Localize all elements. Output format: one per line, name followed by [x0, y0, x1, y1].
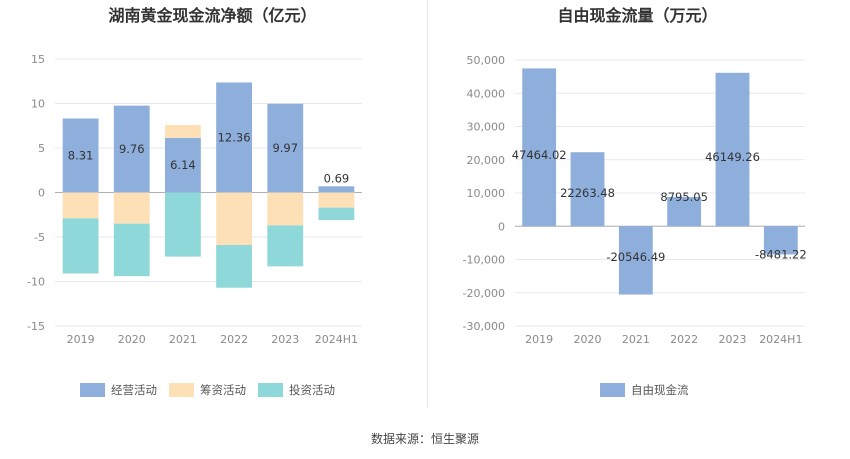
- x-tick-label: 2024H1: [759, 333, 802, 346]
- legend-label: 经营活动: [111, 383, 157, 397]
- bar-投资活动-2024H1: [318, 207, 355, 221]
- bar-投资活动-2019: [62, 218, 99, 274]
- bar-自由现金流-2022: [667, 197, 702, 227]
- y-tick-label: 5: [38, 142, 45, 155]
- data-label-2023: 46149.26: [705, 150, 760, 164]
- x-tick-label: 2020: [118, 333, 146, 346]
- bar-经营活动-2020: [113, 105, 150, 193]
- y-tick-label: -5: [34, 231, 45, 244]
- y-tick-label: -15: [27, 320, 45, 333]
- data-label-2024H1: 0.69: [324, 171, 350, 185]
- data-label-2021: -20546.49: [606, 250, 665, 264]
- y-tick-label: -10: [27, 276, 45, 289]
- x-tick-label: 2022: [220, 333, 248, 346]
- bar-投资活动-2022: [216, 245, 252, 288]
- data-label-2022: 8795.05: [660, 190, 708, 204]
- bar-经营活动-2023: [267, 103, 304, 193]
- right-legend: 自由现金流: [600, 382, 701, 398]
- bar-经营活动-2019: [62, 118, 99, 193]
- x-tick-label: 2022: [670, 333, 698, 346]
- bar-投资活动-2023: [267, 225, 304, 267]
- legend-swatch: [258, 383, 283, 397]
- bar-筹资活动-2023: [267, 192, 304, 226]
- y-tick-label: 40,000: [467, 87, 506, 100]
- bar-筹资活动-2024H1: [318, 192, 355, 208]
- x-tick-label: 2023: [719, 333, 747, 346]
- legend-item[interactable]: 筹资活动: [169, 382, 246, 398]
- bar-自由现金流-2023: [715, 72, 750, 227]
- legend-label: 投资活动: [289, 383, 335, 397]
- bar-自由现金流-2019: [522, 68, 557, 227]
- bar-自由现金流-2024H1: [763, 226, 798, 255]
- left-chart-title: 湖南黄金现金流净额（亿元）: [108, 6, 317, 25]
- y-tick-label: -20,000: [463, 287, 505, 300]
- free-cashflow-chart: 50,000 40,000 30,000 20,000 10,000 0 -10,000 -2…: [463, 54, 807, 346]
- x-tick-label: 2024H1: [315, 333, 358, 346]
- y-tick-label: -30,000: [463, 320, 505, 333]
- data-label-2024H1: -8481.22: [755, 247, 807, 261]
- bar-筹资活动-2021: [165, 124, 201, 138]
- y-tick-label: -10,000: [463, 254, 505, 267]
- data-label-2020: 22263.48: [560, 186, 615, 200]
- data-label-2019: 47464.02: [512, 148, 567, 162]
- bar-投资活动-2021: [165, 192, 201, 257]
- x-tick-label: 2019: [525, 333, 553, 346]
- y-tick-label: 10: [31, 98, 45, 111]
- y-tick-label: 30,000: [467, 121, 506, 134]
- x-tick-label: 2021: [169, 333, 197, 346]
- y-tick-label: 20,000: [467, 154, 506, 167]
- legend-swatch: [600, 383, 625, 397]
- data-label-2023: 9.97: [272, 141, 298, 155]
- legend-item[interactable]: 投资活动: [258, 382, 335, 398]
- right-chart-title: 自由现金流量（万元）: [557, 6, 718, 25]
- bar-经营活动-2024H1: [318, 186, 355, 193]
- legend-swatch: [80, 383, 105, 397]
- chart-divider: [427, 0, 428, 408]
- bar-经营活动-2022: [216, 82, 252, 193]
- data-label-2021: 6.14: [170, 158, 196, 172]
- data-source-note: 数据来源：恒生聚源: [370, 432, 479, 446]
- y-tick-label: 0: [38, 187, 45, 200]
- bar-自由现金流-2020: [570, 152, 605, 227]
- y-tick-label: 50,000: [467, 54, 506, 67]
- x-tick-label: 2021: [622, 333, 650, 346]
- left-legend: 经营活动 筹资活动 投资活动: [80, 382, 347, 398]
- data-label-2022: 12.36: [218, 130, 251, 144]
- bar-筹资活动-2022: [216, 192, 252, 246]
- y-tick-label: 0: [498, 220, 505, 233]
- y-tick-label: 10,000: [467, 187, 506, 200]
- data-label-2020: 9.76: [119, 142, 145, 156]
- legend-label: 筹资活动: [200, 383, 246, 397]
- bar-筹资活动-2019: [62, 192, 99, 219]
- x-tick-label: 2019: [67, 333, 95, 346]
- legend-item[interactable]: 经营活动: [80, 382, 157, 398]
- cashflow-net-chart: 15 10 5 0 -5 -10 -15 2019 8.31 2020 9.76 2021 6.14 20…: [27, 53, 362, 346]
- data-label-2019: 8.31: [68, 149, 94, 163]
- bar-自由现金流-2021: [618, 226, 653, 295]
- bar-筹资活动-2020: [113, 192, 150, 224]
- legend-label: 自由现金流: [631, 383, 689, 397]
- bar-投资活动-2020: [113, 223, 150, 277]
- y-tick-label: 15: [31, 53, 45, 66]
- legend-swatch: [169, 383, 194, 397]
- legend-item[interactable]: 自由现金流: [600, 382, 689, 398]
- x-tick-label: 2020: [574, 333, 602, 346]
- bar-经营活动-2021: [165, 137, 201, 193]
- x-tick-label: 2023: [271, 333, 299, 346]
